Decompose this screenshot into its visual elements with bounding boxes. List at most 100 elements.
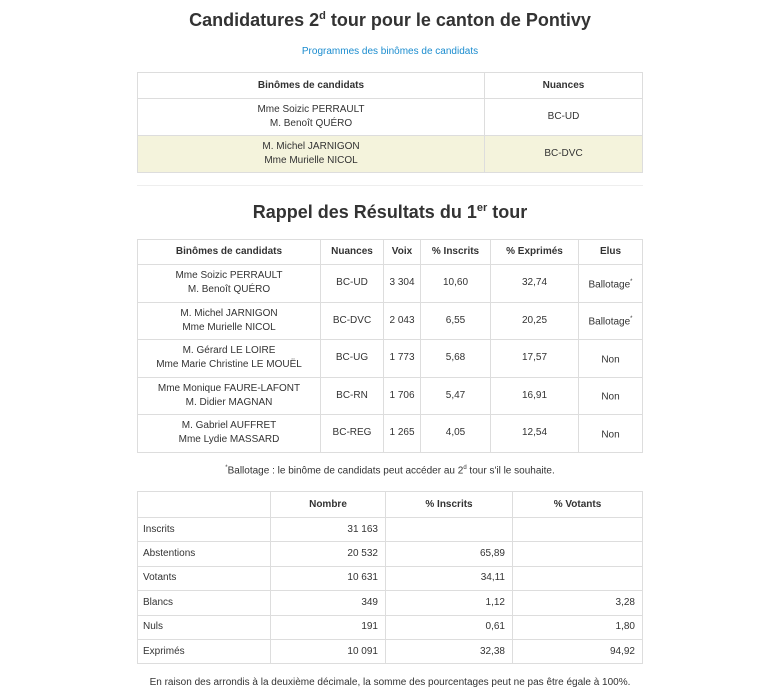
candidates-cell: Mme Soizic PERRAULT M. Benoît QUÉRO	[137, 98, 485, 136]
programmes-link[interactable]: Programmes des binômes de candidats	[301, 46, 479, 57]
value-cell: 32,38	[385, 638, 513, 665]
value-cell: 1,80	[512, 614, 643, 640]
inscrits-cell: 6,55	[420, 301, 491, 340]
voix-cell: 1 706	[383, 376, 421, 415]
candidate-name: Mme Murielle NICOL	[264, 155, 358, 166]
value-cell: 20 532	[270, 541, 386, 567]
candidate-name: M. Didier MAGNAN	[185, 396, 273, 408]
page-title: Candidatures 2d tour pour le canton de P…	[189, 10, 591, 30]
candidate-name: M. Michel JARNIGON	[180, 307, 278, 319]
candidate-name: M. Benoît QUÉRO	[269, 118, 353, 129]
inscrits-cell: 10,60	[420, 264, 491, 303]
candidates-cell: M. Gérard LE LOIRE Mme Marie Christine LE…	[137, 339, 321, 378]
table-row: Mme Monique FAURE-LAFONT M. Didier MAGNAN…	[137, 376, 643, 415]
elus-value: Ballotage	[588, 278, 631, 290]
table-row: Inscrits 31 163	[137, 516, 643, 543]
footnote-marker: *	[630, 316, 633, 323]
elus-value: Non	[601, 353, 620, 365]
row-label: Abstentions	[137, 541, 271, 567]
table-row: Abstentions 20 532 65,89	[137, 541, 643, 567]
candidate-name: Mme Soizic PERRAULT	[175, 270, 283, 282]
elus-cell: Ballotage*	[578, 301, 643, 340]
value-cell: 3,28	[512, 590, 643, 616]
column-header: % Votants	[512, 491, 643, 518]
divider	[137, 185, 643, 186]
candidate-name: Mme Soizic PERRAULT	[257, 104, 365, 115]
table-row: Exprimés 10 091 32,38 94,92	[137, 638, 643, 665]
exprimes-cell: 17,57	[490, 339, 579, 378]
results-title: Rappel des Résultats du 1er tour	[252, 202, 528, 222]
value-cell	[385, 516, 513, 543]
elus-value: Ballotage	[588, 316, 631, 328]
value-cell: 349	[270, 590, 386, 616]
column-header: Nombre	[270, 491, 386, 518]
nuance-cell: BC-DVC	[320, 301, 384, 340]
column-header	[137, 491, 271, 518]
candidates-cell: M. Gabriel AUFFRET Mme Lydie MASSARD	[137, 414, 321, 453]
participation-table: Nombre% Inscrits% Votants Inscrits 31 163…	[137, 491, 643, 665]
candidate-name: Mme Murielle NICOL	[182, 321, 276, 333]
table-row: M. Gabriel AUFFRET Mme Lydie MASSARD BC-RE…	[137, 414, 643, 453]
candidate-name: Mme Lydie MASSARD	[178, 434, 280, 446]
candidate-name: M. Gérard LE LOIRE	[182, 345, 276, 357]
candidates-cell: Mme Monique FAURE-LAFONT M. Didier MAGNAN	[137, 376, 321, 415]
candidate-name: M. Gabriel AUFFRET	[181, 420, 277, 432]
inscrits-cell: 5,47	[420, 376, 491, 415]
value-cell: 10 631	[270, 565, 386, 592]
value-cell: 94,92	[512, 638, 643, 665]
elus-cell: Non	[578, 414, 643, 453]
column-header: Elus	[578, 239, 643, 265]
rounding-note: En raison des arrondis à la deuxième déc…	[149, 677, 631, 688]
value-cell: 191	[270, 614, 386, 640]
column-header: % Inscrits	[420, 239, 491, 265]
table-row: Mme Soizic PERRAULT M. Benoît QUÉRO BC-UD	[137, 98, 643, 136]
value-cell: 10 091	[270, 638, 386, 665]
voix-cell: 1 265	[383, 414, 421, 453]
table-row: Votants 10 631 34,11	[137, 565, 643, 592]
exprimes-cell: 32,74	[490, 264, 579, 303]
elus-value: Non	[601, 428, 620, 440]
candidates-cell: M. Michel JARNIGON Mme Murielle NICOL	[137, 135, 485, 173]
candidate-name: M. Michel JARNIGON	[262, 141, 360, 152]
elus-cell: Ballotage*	[578, 264, 643, 303]
row-label: Exprimés	[137, 638, 271, 665]
nuance-cell: BC-UD	[484, 98, 643, 136]
nuance-cell: BC-UG	[320, 339, 384, 378]
table-row: M. Gérard LE LOIRE Mme Marie Christine LE…	[137, 339, 643, 378]
nuance-cell: BC-DVC	[484, 135, 643, 173]
nuance-cell: BC-REG	[320, 414, 384, 453]
candidates-cell: M. Michel JARNIGON Mme Murielle NICOL	[137, 301, 321, 340]
second-round-table: Binômes de candidats Nuances Mme Soizic P…	[137, 72, 643, 173]
ballotage-footnote: *Ballotage : le binôme de candidats peut…	[225, 465, 555, 477]
value-cell	[512, 541, 643, 567]
row-label: Inscrits	[137, 516, 271, 543]
value-cell	[512, 516, 643, 543]
nuance-cell: BC-UD	[320, 264, 384, 303]
footnote-marker: *	[630, 278, 633, 285]
value-cell: 31 163	[270, 516, 386, 543]
value-cell: 1,12	[385, 590, 513, 616]
voix-cell: 2 043	[383, 301, 421, 340]
voix-cell: 1 773	[383, 339, 421, 378]
value-cell: 65,89	[385, 541, 513, 567]
candidates-cell: Mme Soizic PERRAULT M. Benoît QUÉRO	[137, 264, 321, 303]
column-header: % Exprimés	[490, 239, 579, 265]
inscrits-cell: 5,68	[420, 339, 491, 378]
candidate-name: Mme Monique FAURE-LAFONT	[157, 382, 301, 394]
exprimes-cell: 20,25	[490, 301, 579, 340]
column-header: Nuances	[320, 239, 384, 265]
first-round-table: Binômes de candidats Nuances Voix% Inscrit…	[137, 239, 643, 453]
elus-cell: Non	[578, 339, 643, 378]
nuance-cell: BC-RN	[320, 376, 384, 415]
table-row: Blancs 349 1,12 3,28	[137, 590, 643, 616]
table-row: Nuls 191 0,61 1,80	[137, 614, 643, 640]
table-row: M. Michel JARNIGON Mme Murielle NICOL BC-D…	[137, 135, 643, 173]
exprimes-cell: 12,54	[490, 414, 579, 453]
exprimes-cell: 16,91	[490, 376, 579, 415]
candidate-name: Mme Marie Christine LE MOUËL	[156, 359, 302, 371]
voix-cell: 3 304	[383, 264, 421, 303]
row-label: Nuls	[137, 614, 271, 640]
elus-cell: Non	[578, 376, 643, 415]
row-label: Blancs	[137, 590, 271, 616]
